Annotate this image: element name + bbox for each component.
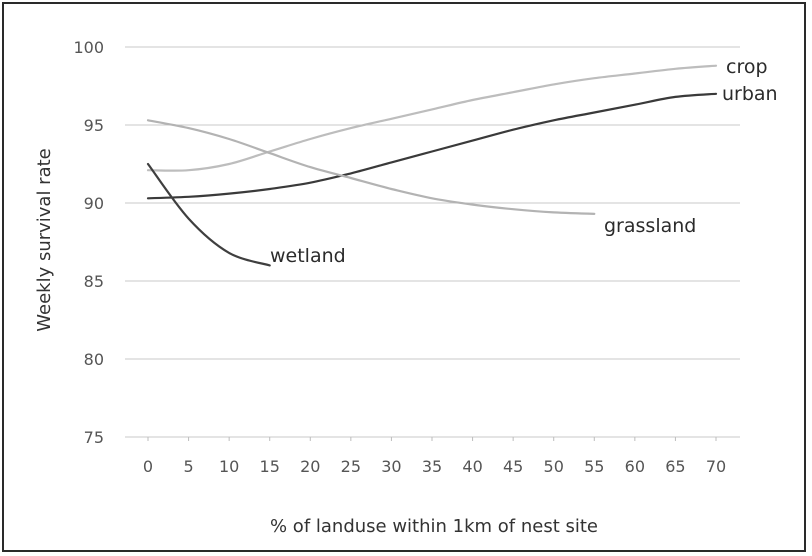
y-tick-label-95: 95 <box>84 116 104 135</box>
series-label-urban: urban <box>722 83 778 105</box>
x-tick-label-45: 45 <box>503 457 523 476</box>
y-tick-label-90: 90 <box>84 194 104 213</box>
y-tick-label-75: 75 <box>84 428 104 447</box>
chart-frame <box>2 2 806 552</box>
y-axis-ticks: 75 80 85 90 95 100 <box>73 38 104 447</box>
series-label-grassland: grassland <box>604 215 696 237</box>
x-tick-label-5: 5 <box>183 457 193 476</box>
x-tick-label-20: 20 <box>300 457 320 476</box>
series-line-grassland <box>146 119 596 215</box>
x-tick-label-30: 30 <box>381 457 401 476</box>
x-tick-label-0: 0 <box>143 457 153 476</box>
y-axis-title: Weekly survival rate <box>34 148 55 332</box>
y-tick-label-100: 100 <box>73 38 104 57</box>
series-label-wetland: wetland <box>270 245 346 267</box>
series-lines <box>146 64 718 267</box>
series-label-crop: crop <box>726 56 768 78</box>
x-axis-ticks: 0 5 10 15 20 25 30 35 40 45 50 55 60 65 70 <box>143 437 726 476</box>
y-tick-label-85: 85 <box>84 272 104 291</box>
x-tick-label-35: 35 <box>422 457 442 476</box>
x-tick-label-60: 60 <box>625 457 645 476</box>
series-line-crop <box>146 64 718 172</box>
series-labels: crop urban grassland wetland <box>270 56 778 267</box>
series-line-urban <box>146 92 718 200</box>
y-tick-label-80: 80 <box>84 350 104 369</box>
x-tick-label-15: 15 <box>260 457 280 476</box>
x-tick-label-55: 55 <box>584 457 604 476</box>
x-tick-label-25: 25 <box>341 457 361 476</box>
x-tick-label-65: 65 <box>665 457 685 476</box>
x-tick-label-10: 10 <box>219 457 239 476</box>
series-line-wetland <box>146 162 271 267</box>
x-tick-label-50: 50 <box>544 457 564 476</box>
x-tick-label-40: 40 <box>462 457 482 476</box>
gridlines <box>125 46 740 438</box>
x-axis-title: % of landuse within 1km of nest site <box>270 516 598 537</box>
x-tick-label-70: 70 <box>706 457 726 476</box>
